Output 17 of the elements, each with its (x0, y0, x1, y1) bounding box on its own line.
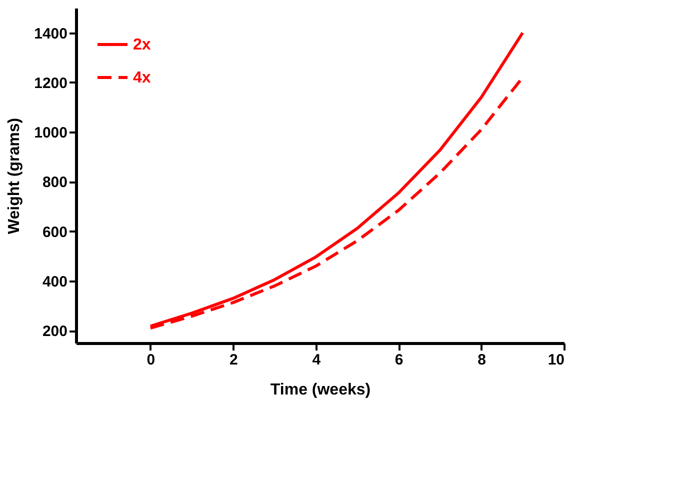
y-tick-label: 1000 (34, 124, 68, 142)
x-tick-label: 0 (146, 352, 156, 368)
x-tick-label: 6 (394, 352, 404, 368)
y-tick-label: 800 (42, 174, 68, 192)
y-tick-label: 1400 (34, 25, 68, 42)
y-tick-label: 200 (42, 323, 68, 340)
legend-label: 2x (133, 36, 151, 54)
y-tick-label: 1200 (34, 74, 68, 92)
y-tick-label: 600 (42, 224, 68, 241)
x-axis-title: Time (weeks) (270, 382, 371, 398)
x-tick-label: 2 (229, 352, 238, 368)
x-tick-label: 10 (548, 352, 564, 368)
y-axis-title: Weight (grams) (6, 118, 24, 234)
y-tick-label: 400 (42, 273, 68, 290)
x-tick-label: 4 (312, 352, 322, 368)
legend-label: 4x (133, 70, 151, 86)
x-tick-label: 8 (478, 352, 486, 368)
